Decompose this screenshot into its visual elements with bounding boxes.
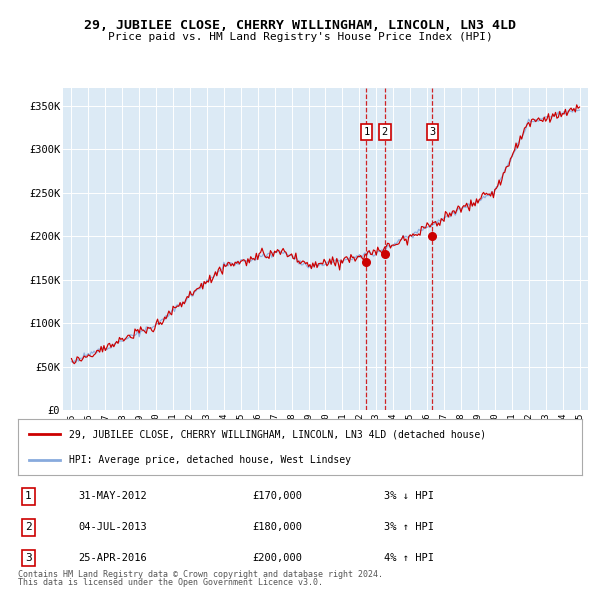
Text: 25-APR-2016: 25-APR-2016 [78,553,147,563]
Text: This data is licensed under the Open Government Licence v3.0.: This data is licensed under the Open Gov… [18,578,323,587]
Text: 3: 3 [25,553,32,563]
Text: 4% ↑ HPI: 4% ↑ HPI [384,553,434,563]
Text: £200,000: £200,000 [252,553,302,563]
Text: 04-JUL-2013: 04-JUL-2013 [78,523,147,532]
Text: 31-MAY-2012: 31-MAY-2012 [78,491,147,501]
Text: 29, JUBILEE CLOSE, CHERRY WILLINGHAM, LINCOLN, LN3 4LD: 29, JUBILEE CLOSE, CHERRY WILLINGHAM, LI… [84,19,516,32]
Text: 2: 2 [382,127,388,137]
Text: 3% ↓ HPI: 3% ↓ HPI [384,491,434,501]
Text: 29, JUBILEE CLOSE, CHERRY WILLINGHAM, LINCOLN, LN3 4LD (detached house): 29, JUBILEE CLOSE, CHERRY WILLINGHAM, LI… [69,429,486,439]
Text: 3: 3 [429,127,436,137]
Text: 1: 1 [25,491,32,501]
Text: 1: 1 [364,127,370,137]
Text: 3% ↑ HPI: 3% ↑ HPI [384,523,434,532]
Text: 2: 2 [25,523,32,532]
Text: Price paid vs. HM Land Registry's House Price Index (HPI): Price paid vs. HM Land Registry's House … [107,32,493,42]
Text: £180,000: £180,000 [252,523,302,532]
Text: HPI: Average price, detached house, West Lindsey: HPI: Average price, detached house, West… [69,455,351,465]
Text: £170,000: £170,000 [252,491,302,501]
Text: Contains HM Land Registry data © Crown copyright and database right 2024.: Contains HM Land Registry data © Crown c… [18,570,383,579]
